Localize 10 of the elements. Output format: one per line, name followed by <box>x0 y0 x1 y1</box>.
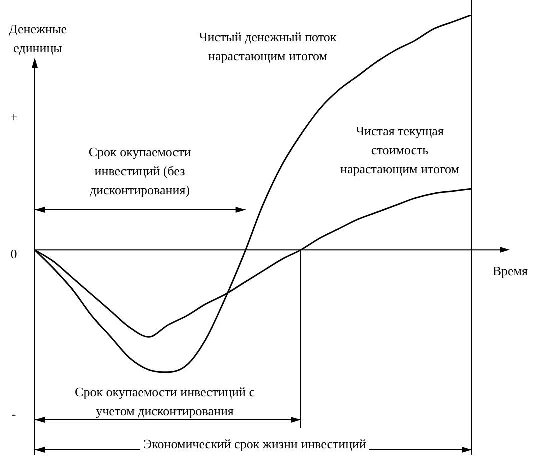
x-axis-title: Время <box>492 263 528 278</box>
series-label: Чистый денежный поток нарастающим итогом <box>199 29 338 64</box>
series-label: Чистая текущая стоимость нарастающим итогом <box>340 123 460 176</box>
text: Срок окупаемости инвестиций с учетом дисконтирования <box>75 384 256 418</box>
text: Экономический срок жизни инвестиций <box>144 436 367 452</box>
annotation: Срок окупаемости инвестиций (без дисконтирования) <box>88 144 192 198</box>
y-axis-title: Денежные единицы <box>9 21 68 56</box>
text: + <box>10 109 18 124</box>
text: - <box>12 406 16 422</box>
text: 0 <box>10 246 18 262</box>
